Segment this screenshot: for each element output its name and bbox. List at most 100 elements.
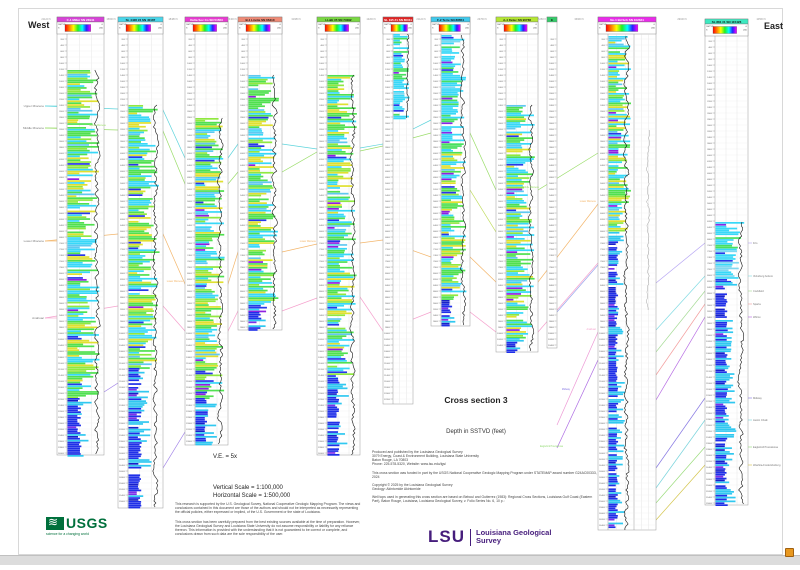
svg-text:9400: 9400: [385, 315, 391, 317]
svg-text:9000: 9000: [707, 305, 713, 307]
svg-text:2000: 2000: [433, 93, 439, 95]
well-column-10: No.1 Bd Sch SN 102334SSTVDft020020040060…: [598, 17, 656, 530]
svg-text:13200: 13200: [58, 429, 65, 431]
svg-text:1600: 1600: [187, 81, 193, 83]
svg-text:5000: 5000: [187, 183, 193, 185]
svg-text:4600: 4600: [707, 173, 713, 175]
svg-text:1400: 1400: [385, 75, 391, 77]
svg-text:5280 ft: 5280 ft: [538, 17, 546, 21]
svg-text:9200: 9200: [187, 309, 193, 311]
svg-text:5600: 5600: [600, 201, 606, 203]
svg-text:SSTVD: SSTVD: [432, 24, 440, 26]
svg-text:2000: 2000: [385, 93, 391, 95]
svg-text:3400: 3400: [240, 135, 246, 137]
svg-text:1400: 1400: [187, 75, 193, 77]
svg-text:13600: 13600: [706, 443, 713, 445]
svg-text:13600: 13600: [58, 441, 65, 443]
svg-text:2400: 2400: [120, 105, 126, 107]
svg-text:Middle Miocene: Middle Miocene: [522, 186, 539, 189]
svg-text:7400: 7400: [319, 255, 325, 257]
svg-text:Vicksburg bottom: Vicksburg bottom: [753, 274, 773, 278]
svg-text:10800: 10800: [384, 357, 391, 359]
svg-text:5400: 5400: [59, 195, 65, 197]
well-column-4: B-1 Lirette SN 66410SSTVDft0200200400600…: [238, 17, 282, 331]
svg-text:3800: 3800: [433, 147, 439, 149]
svg-text:13000: 13000: [706, 425, 713, 427]
svg-text:Anahuac: Anahuac: [32, 316, 44, 320]
svg-text:1800: 1800: [187, 87, 193, 89]
svg-text:SL 195 #1 SN 80311: SL 195 #1 SN 80311: [384, 18, 412, 22]
svg-text:1800: 1800: [707, 89, 713, 91]
svg-text:2800: 2800: [549, 117, 555, 119]
svg-text:6400: 6400: [549, 225, 555, 227]
svg-text:Austin Chalk: Austin Chalk: [753, 418, 768, 422]
svg-text:8400: 8400: [498, 285, 504, 287]
svg-text:2600: 2600: [187, 111, 193, 113]
svg-text:6800: 6800: [120, 237, 126, 239]
svg-text:11800: 11800: [706, 389, 713, 391]
svg-text:8400: 8400: [707, 287, 713, 289]
svg-text:7000: 7000: [187, 243, 193, 245]
svg-text:3600: 3600: [120, 141, 126, 143]
svg-text:6200: 6200: [187, 219, 193, 221]
svg-text:5200: 5200: [549, 189, 555, 191]
svg-text:10000: 10000: [548, 333, 555, 335]
svg-text:11200: 11200: [186, 369, 193, 371]
svg-text:2400: 2400: [600, 105, 606, 107]
svg-text:10000: 10000: [706, 335, 713, 337]
svg-text:9800: 9800: [498, 327, 504, 329]
svg-text:8200: 8200: [187, 279, 193, 281]
svg-text:9600: 9600: [59, 321, 65, 323]
svg-text:8200: 8200: [498, 279, 504, 281]
svg-text:9800: 9800: [187, 327, 193, 329]
svg-text:1800: 1800: [549, 87, 555, 89]
svg-text:1600: 1600: [385, 81, 391, 83]
svg-text:2400: 2400: [498, 105, 504, 107]
svg-text:12000: 12000: [119, 393, 126, 395]
svg-text:9400: 9400: [549, 315, 555, 317]
west-label: West: [28, 20, 49, 30]
svg-text:8400: 8400: [59, 285, 65, 287]
svg-text:9400: 9400: [433, 315, 439, 317]
svg-text:7000: 7000: [59, 243, 65, 245]
svg-text:4800: 4800: [433, 177, 439, 179]
svg-text:11600: 11600: [318, 381, 325, 383]
svg-text:2400: 2400: [385, 105, 391, 107]
svg-text:2800: 2800: [385, 117, 391, 119]
svg-text:1200: 1200: [498, 69, 504, 71]
svg-text:4800: 4800: [549, 177, 555, 179]
svg-text:11400: 11400: [706, 377, 713, 379]
svg-text:3200: 3200: [187, 129, 193, 131]
svg-text:8000: 8000: [385, 273, 391, 275]
usgs-flag-icon: [46, 517, 64, 530]
svg-text:3400: 3400: [600, 135, 606, 137]
svg-text:2400: 2400: [433, 105, 439, 107]
well-column-2: SL 4428 #2 SN 40187SSTVDft02002004006008…: [118, 17, 163, 508]
svg-text:4800: 4800: [600, 177, 606, 179]
svg-text:13200: 13200: [318, 429, 325, 431]
well-column-8: A-4 Delac SN 90768SSTVDft020020040060080…: [496, 17, 538, 353]
svg-text:7000: 7000: [600, 243, 606, 245]
svg-text:9800: 9800: [385, 327, 391, 329]
svg-text:9000: 9000: [433, 303, 439, 305]
svg-text:6000: 6000: [498, 213, 504, 215]
svg-text:11800: 11800: [318, 387, 325, 389]
svg-text:7600: 7600: [385, 261, 391, 263]
svg-text:12000: 12000: [58, 393, 65, 395]
svg-text:9400: 9400: [319, 315, 325, 317]
svg-text:4400: 4400: [600, 165, 606, 167]
svg-text:5600: 5600: [187, 201, 193, 203]
svg-text:8200: 8200: [707, 281, 713, 283]
svg-text:12400: 12400: [119, 405, 126, 407]
svg-text:12600: 12600: [186, 411, 193, 413]
vertical-exaggeration-label: V.E. = 5x: [213, 454, 237, 460]
svg-text:4400: 4400: [59, 165, 65, 167]
svg-text:12000: 12000: [186, 393, 193, 395]
svg-text:11200: 11200: [318, 369, 325, 371]
svg-text:8800: 8800: [498, 297, 504, 299]
svg-text:7600: 7600: [549, 261, 555, 263]
svg-text:15400: 15400: [706, 497, 713, 499]
svg-text:7800: 7800: [600, 267, 606, 269]
svg-text:13400: 13400: [318, 435, 325, 437]
svg-text:6000: 6000: [187, 213, 193, 215]
